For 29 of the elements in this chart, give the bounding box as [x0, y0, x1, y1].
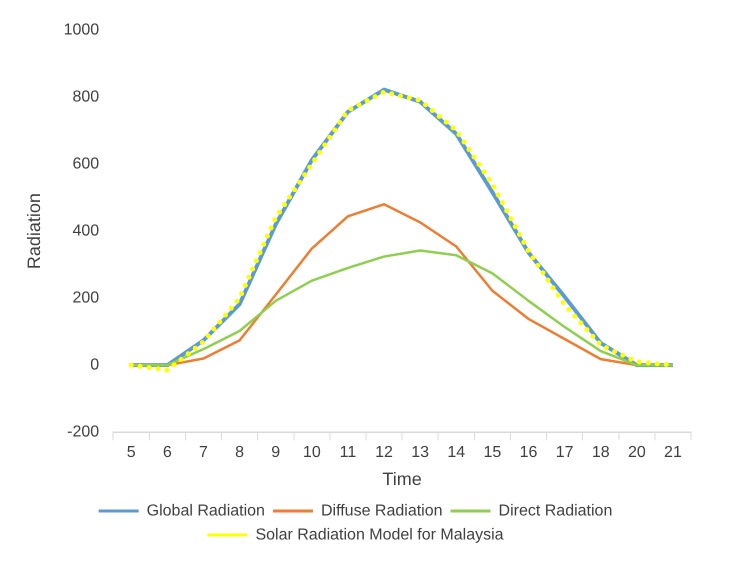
- x-tick-label: 21: [664, 444, 682, 462]
- x-tick-label: 17: [556, 444, 574, 462]
- x-tick-label: 11: [340, 444, 356, 462]
- x-tick-label: 18: [592, 444, 610, 462]
- x-tick-label: 12: [375, 444, 394, 462]
- legend-label: Global Radiation: [146, 502, 265, 520]
- legend-label: Diffuse Radiation: [320, 502, 443, 520]
- x-tick-label: 9: [271, 444, 280, 462]
- y-tick-label: -200: [67, 424, 100, 441]
- y-tick-label: 400: [72, 222, 100, 240]
- x-tick-label: 5: [126, 444, 136, 462]
- x-tick-label: 20: [628, 444, 646, 462]
- x-tick-label: 16: [520, 444, 538, 462]
- y-tick-label: 0: [90, 356, 100, 374]
- legend-label: Solar Radiation Model for Malaysia: [255, 526, 504, 544]
- x-tick-label: 8: [235, 444, 244, 462]
- x-tick-label: 14: [447, 444, 466, 462]
- x-tick-label: 7: [199, 444, 208, 462]
- y-tick-label: 200: [72, 290, 100, 307]
- y-axis-title: Radiation: [24, 193, 44, 270]
- y-tick-label: 1000: [64, 21, 100, 38]
- x-tick-label: 10: [302, 444, 321, 462]
- y-tick-label: 800: [72, 88, 100, 106]
- x-tick-label: 6: [162, 444, 172, 462]
- y-tick-label: 600: [72, 155, 100, 172]
- legend-label: Direct Radiation: [498, 502, 612, 520]
- x-tick-label: 13: [411, 444, 430, 462]
- x-tick-label: 15: [483, 444, 502, 462]
- x-axis-title: Time: [382, 469, 422, 490]
